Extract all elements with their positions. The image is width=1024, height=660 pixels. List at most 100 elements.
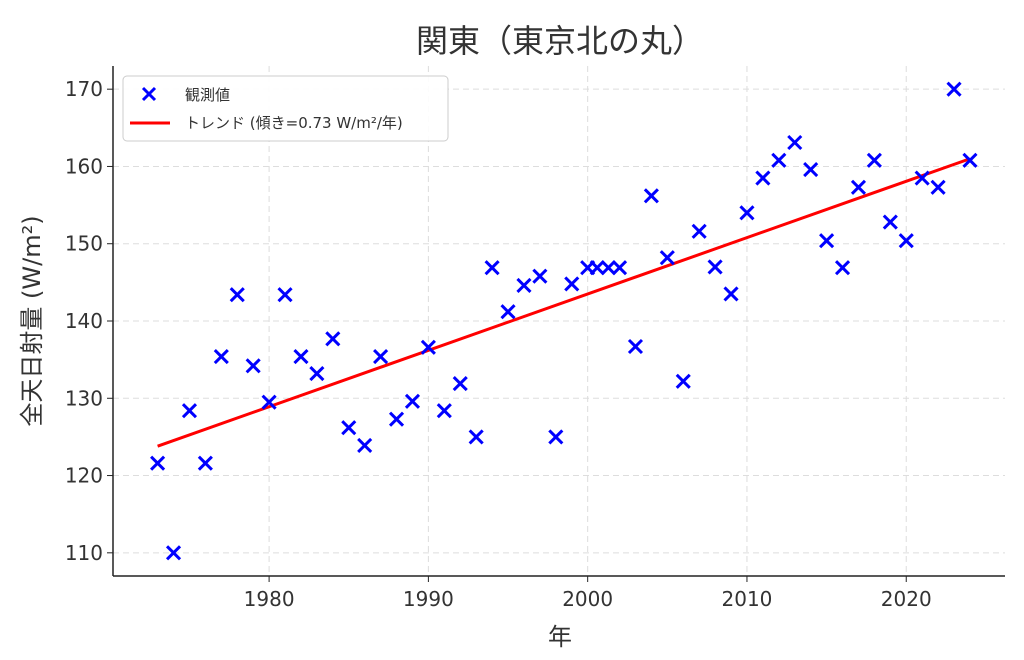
data-point: [484, 260, 500, 276]
data-point: [643, 188, 659, 204]
data-point-stroke: [532, 268, 548, 284]
data-point: [850, 179, 867, 195]
y-tick-label: 140: [65, 309, 103, 333]
data-point-stroke: [373, 348, 389, 365]
data-point-stroke: [261, 394, 277, 410]
x-tick-label: 2000: [562, 587, 613, 611]
data-point-stroke: [600, 260, 616, 276]
x-tick-label: 1990: [403, 587, 454, 611]
data-point-stroke: [627, 338, 644, 355]
data-point-stroke: [165, 545, 182, 561]
data-point-stroke: [675, 373, 691, 389]
data-point-stroke: [850, 179, 867, 195]
data-point: [181, 403, 198, 419]
data-point: [627, 338, 644, 355]
data-point-stroke: [834, 260, 851, 276]
data-point-stroke: [659, 250, 675, 266]
data-point: [589, 260, 605, 276]
data-point-stroke: [787, 134, 803, 151]
data-point: [468, 429, 484, 445]
data-point: [436, 403, 452, 419]
data-point-stroke: [309, 365, 325, 382]
data-point-stroke: [643, 188, 659, 204]
data-point-stroke: [548, 429, 564, 445]
data-point-stroke: [245, 358, 261, 374]
data-point-stroke: [819, 233, 835, 249]
data-point: [277, 287, 293, 303]
y-tick-label: 130: [65, 386, 103, 410]
data-point-stroke: [898, 233, 914, 249]
y-tick-label: 160: [65, 154, 103, 178]
data-point-stroke: [341, 420, 357, 436]
data-point: [739, 205, 755, 221]
data-point-stroke: [564, 276, 580, 292]
data-point: [962, 152, 978, 168]
data-point: [914, 170, 930, 186]
data-point: [659, 250, 675, 266]
y-axis-label: 全天日射量 (W/m²): [18, 215, 46, 426]
data-point-stroke: [277, 287, 293, 303]
data-point: [866, 152, 882, 168]
y-tick-label: 120: [65, 464, 103, 488]
data-point-stroke: [739, 205, 755, 221]
data-point: [755, 170, 771, 186]
data-point-stroke: [882, 214, 898, 230]
data-point-stroke: [755, 170, 771, 186]
data-point: [819, 233, 835, 249]
data-point: [898, 233, 914, 249]
data-point: [611, 260, 628, 276]
data-point: [261, 394, 277, 410]
data-point: [229, 287, 245, 303]
data-point-stroke: [229, 287, 245, 303]
data-point: [803, 161, 819, 178]
data-point: [452, 376, 468, 392]
data-point-stroke: [771, 152, 787, 168]
data-point: [600, 260, 616, 276]
data-point-stroke: [420, 339, 436, 355]
data-point-stroke: [404, 393, 421, 409]
data-point: [882, 214, 898, 230]
data-point: [675, 373, 691, 389]
data-point-stroke: [468, 429, 484, 445]
data-point-stroke: [803, 161, 819, 178]
chart-title: 関東（東京北の丸）: [416, 22, 704, 60]
data-point: [771, 152, 787, 168]
y-tick-label: 170: [65, 77, 103, 101]
data-point-stroke: [436, 403, 452, 419]
data-point-stroke: [930, 179, 946, 195]
data-point-stroke: [452, 376, 468, 392]
x-axis-label: 年: [548, 623, 572, 651]
data-point: [293, 348, 309, 365]
data-point: [165, 545, 182, 561]
data-point: [930, 179, 946, 195]
data-point-stroke: [388, 411, 405, 427]
data-point: [787, 134, 803, 151]
data-point: [213, 348, 229, 365]
y-tick-label: 150: [65, 232, 103, 256]
data-point-stroke: [691, 223, 707, 239]
data-point: [420, 339, 436, 355]
trend-line: [157, 157, 971, 448]
data-point-stroke: [484, 260, 500, 276]
data-point: [834, 260, 851, 276]
data-point-stroke: [516, 277, 532, 294]
data-point-stroke: [150, 455, 166, 471]
data-point: [309, 365, 325, 382]
data-point: [373, 348, 389, 365]
data-point-stroke: [707, 259, 723, 275]
data-point: [404, 393, 421, 409]
data-point-stroke: [293, 348, 309, 365]
data-point-stroke: [611, 260, 628, 276]
data-point: [150, 455, 166, 471]
x-tick-label: 2010: [722, 587, 773, 611]
legend-label-observed: 観測値: [185, 86, 230, 104]
legend-box: [122, 75, 449, 142]
data-point: [245, 358, 261, 374]
data-point-stroke: [946, 81, 962, 97]
data-point-stroke: [500, 304, 516, 320]
data-point: [197, 455, 213, 471]
data-point-stroke: [325, 331, 341, 347]
legend: 観測値 トレンド (傾き=0.73 W/m²/年): [122, 75, 449, 142]
data-point: [516, 277, 532, 294]
